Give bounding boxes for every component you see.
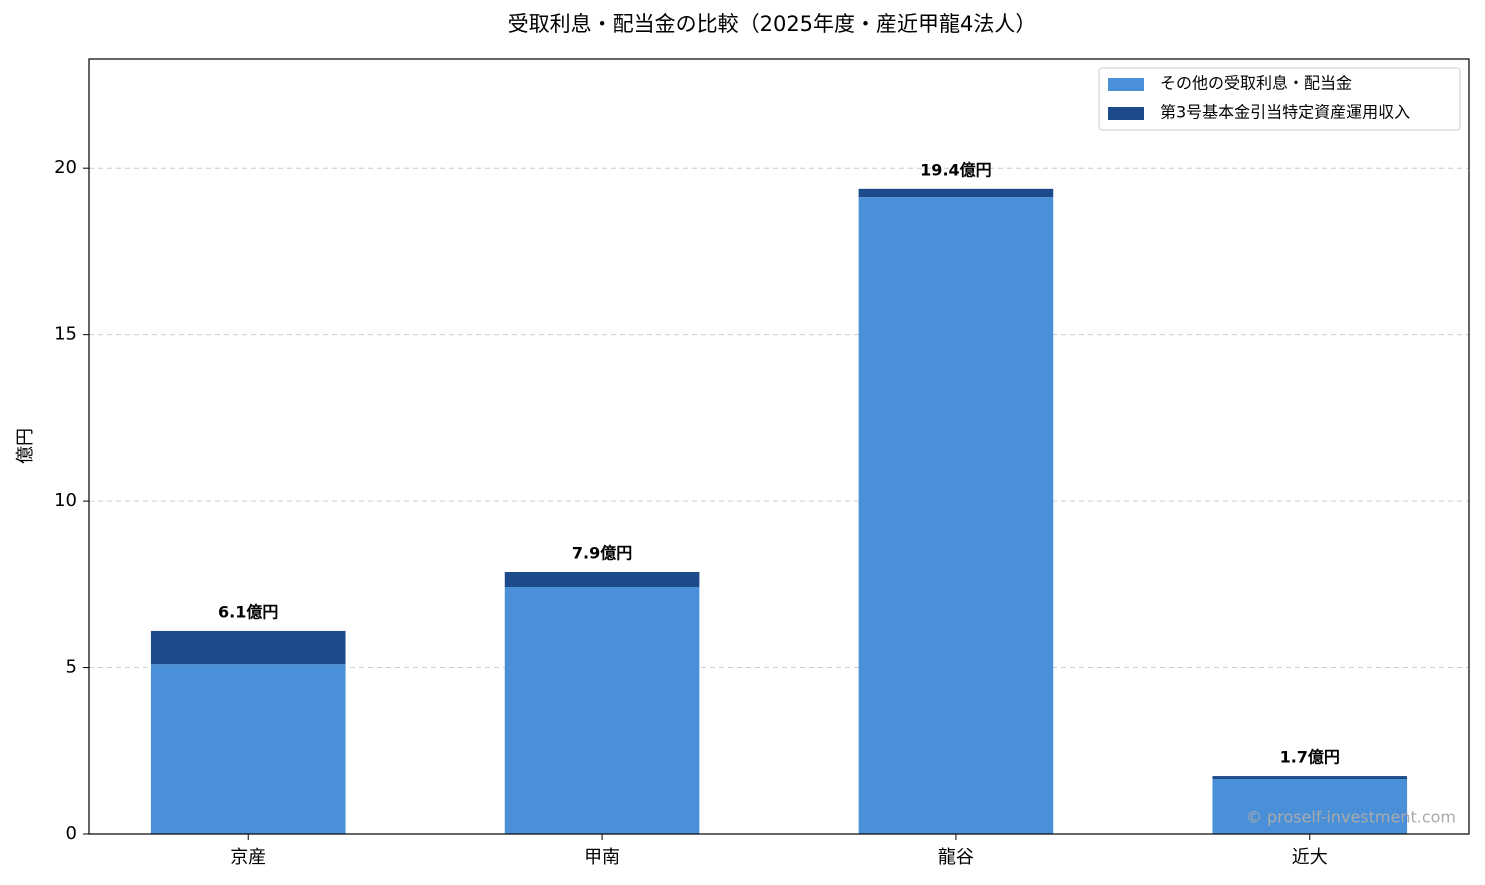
y-tick-label: 5 bbox=[66, 657, 77, 678]
y-axis-label: 億円 bbox=[15, 428, 36, 464]
bar-segment bbox=[504, 572, 700, 587]
bar-segment bbox=[1212, 776, 1408, 780]
y-tick-label: 15 bbox=[54, 324, 77, 345]
plot-frame bbox=[88, 58, 1470, 835]
total-label: 7.9億円 bbox=[572, 544, 632, 563]
bar-segment bbox=[504, 586, 700, 834]
total-label: 6.1億円 bbox=[218, 602, 278, 621]
x-tick-label: 甲南 bbox=[584, 847, 620, 868]
x-tick-label: 京産 bbox=[230, 847, 266, 868]
legend-swatch bbox=[1108, 107, 1144, 120]
bar-segment bbox=[150, 664, 346, 834]
x-tick-label: 龍谷 bbox=[938, 847, 974, 868]
bar-segment bbox=[858, 188, 1054, 198]
legend-box bbox=[1098, 67, 1461, 131]
bar-segment bbox=[150, 630, 346, 665]
legend-swatch bbox=[1108, 78, 1144, 91]
legend-label: 第3号基本金引当特定資産運用収入 bbox=[1160, 103, 1410, 122]
y-tick-label: 0 bbox=[66, 823, 77, 844]
bar-segment bbox=[858, 197, 1054, 834]
total-label: 19.4億円 bbox=[920, 160, 991, 179]
x-tick-label: 近大 bbox=[1292, 847, 1328, 868]
y-tick-label: 10 bbox=[54, 490, 77, 511]
total-label: 1.7億円 bbox=[1280, 748, 1340, 767]
watermark: © proself-investment.com bbox=[1246, 808, 1456, 827]
chart-title: 受取利息・配当金の比較（2025年度・産近甲龍4法人） bbox=[508, 12, 1037, 36]
y-tick-label: 20 bbox=[54, 157, 77, 178]
bar-segment bbox=[1212, 779, 1408, 834]
legend-label: その他の受取利息・配当金 bbox=[1160, 74, 1352, 93]
